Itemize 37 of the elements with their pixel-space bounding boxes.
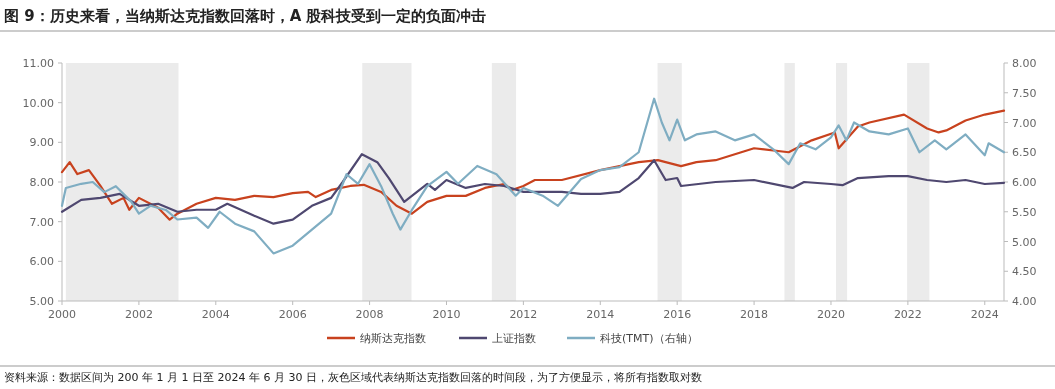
line-series xyxy=(60,109,1006,221)
y-tick-label: 8.00 xyxy=(29,176,54,189)
x-tick-label: 2002 xyxy=(124,308,153,321)
x-tick-label: 2018 xyxy=(740,308,769,321)
y2-tick-label: 6.00 xyxy=(1012,176,1037,189)
x-tick-label: 2014 xyxy=(586,308,615,321)
x-tick-label: 2006 xyxy=(278,308,307,321)
chart-title: 图 9：历史来看，当纳斯达克指数回落时，A 股科技受到一定的负面冲击 xyxy=(4,7,487,25)
y2-tick-label: 4.00 xyxy=(1012,295,1037,308)
legend-label: 上证指数 xyxy=(492,332,536,345)
legend-label: 科技(TMT)（右轴） xyxy=(600,332,698,345)
y-tick-label: 10.00 xyxy=(22,96,54,110)
y-tick-label: 9.00 xyxy=(29,136,54,150)
y2-tick-label: 5.00 xyxy=(1012,235,1037,249)
x-tick-label: 2008 xyxy=(355,308,384,321)
y-tick-label: 5.00 xyxy=(29,295,54,308)
line-series xyxy=(60,97,1006,255)
y2-tick-label: 4.50 xyxy=(1012,265,1037,279)
y2-tick-label: 8.00 xyxy=(1012,57,1037,70)
legend-label: 纳斯达克指数 xyxy=(360,332,426,345)
x-tick-label: 2010 xyxy=(432,308,461,321)
y-tick-label: 11.00 xyxy=(22,57,54,70)
y2-tick-label: 7.50 xyxy=(1012,86,1037,100)
x-tick-label: 2022 xyxy=(893,308,922,321)
y-tick-label: 6.00 xyxy=(29,255,54,269)
y2-tick-label: 7.00 xyxy=(1012,116,1037,130)
text: 资料来源：数据区间为 200 年 1 月 1 日至 2024 年 6 月 30 日，灰色区域代表纳斯达克指数回落的时间段，为了方便显示，将所有指数取对数 xyxy=(4,371,702,384)
x-tick-label: 2012 xyxy=(509,308,538,321)
x-tick-label: 2020 xyxy=(816,308,845,321)
y2-tick-label: 5.50 xyxy=(1012,205,1037,219)
x-tick-label: 2000 xyxy=(48,308,76,321)
x-tick-label: 2016 xyxy=(663,308,692,321)
x-tick-label: 2004 xyxy=(201,308,230,321)
x-tick-label: 2024 xyxy=(970,308,999,321)
y-tick-label: 7.00 xyxy=(29,215,54,229)
line-series xyxy=(60,153,1006,225)
y2-tick-label: 6.50 xyxy=(1012,146,1037,160)
